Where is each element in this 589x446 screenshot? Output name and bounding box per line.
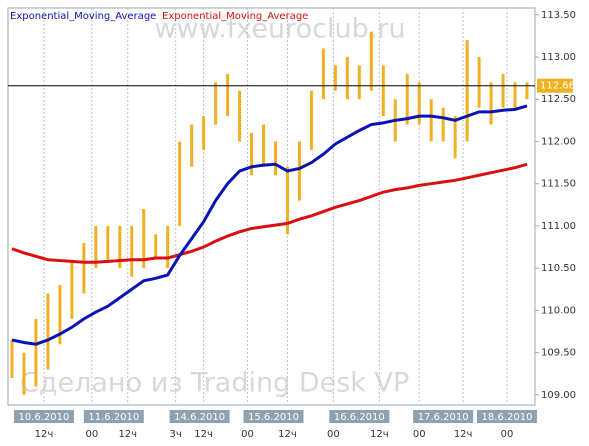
y-tick-label: 109.50	[541, 348, 576, 359]
plot: www.fxeuroclub.ru Сделано из Trading Des…	[10, 8, 529, 405]
date-label: 18.6.2010	[482, 412, 533, 423]
watermark: www.fxeuroclub.ru	[154, 14, 405, 45]
x-tick-label: 12ч	[118, 429, 137, 440]
x-tick-label: 00	[501, 429, 514, 440]
y-tick-label: 112.50	[541, 94, 576, 105]
x-tick-label: 00	[327, 429, 340, 440]
date-box	[413, 410, 474, 423]
date-box	[329, 410, 390, 423]
date-label: 16.6.2010	[334, 412, 385, 423]
y-tick-label: 110.50	[541, 263, 576, 274]
x-tick-label: 12ч	[194, 429, 213, 440]
ema-line	[11, 104, 528, 346]
y-tick-label: 112.00	[541, 136, 576, 147]
y-tick-label: 111.00	[541, 221, 576, 232]
last-price-label: 112.66	[540, 81, 575, 92]
legend-entry: Exponential_Moving_Average	[10, 11, 156, 22]
watermark: Сделано из Trading Desk VP	[20, 368, 409, 399]
x-tick-label: 12ч	[278, 429, 297, 440]
x-tick-label: 12ч	[454, 429, 473, 440]
x-tick-label: 3ч	[170, 429, 182, 440]
y-tick-label: 113.50	[541, 10, 576, 21]
y-tick-label: 110.00	[541, 305, 576, 316]
x-tick-label: 00	[85, 429, 98, 440]
x-tick-label: 12ч	[35, 429, 54, 440]
date-box	[243, 410, 304, 423]
date-label: 15.6.2010	[248, 412, 299, 423]
date-label: 14.6.2010	[174, 412, 225, 423]
y-tick-label: 113.00	[541, 52, 576, 63]
date-box	[169, 410, 230, 423]
legend-entry: Exponential_Moving_Average	[162, 11, 308, 22]
date-label: 11.6.2010	[88, 412, 139, 423]
y-tick-label: 109.00	[541, 390, 576, 401]
date-box	[13, 410, 74, 423]
date-box	[477, 410, 537, 423]
date-box	[83, 410, 144, 423]
date-label: 10.6.2010	[18, 412, 69, 423]
ema-line	[11, 162, 528, 264]
x-tick-label: 12ч	[370, 429, 389, 440]
last-price-box	[537, 78, 573, 93]
plot-area	[7, 7, 536, 406]
x-tick-label: 00	[413, 429, 426, 440]
date-label: 17.6.2010	[418, 412, 469, 423]
y-tick-label: 111.50	[541, 179, 576, 190]
x-tick-label: 00	[241, 429, 254, 440]
